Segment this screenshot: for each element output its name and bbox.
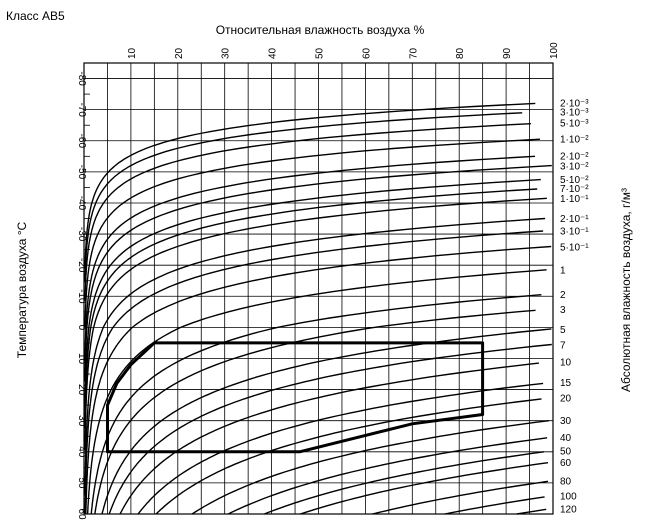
abs-humidity-label: 30: [560, 416, 572, 427]
abs-humidity-label: 50: [560, 447, 572, 458]
x-tick-label: 60: [361, 47, 372, 59]
abs-humidity-curve: [84, 178, 541, 410]
abs-humidity-curve: [516, 508, 547, 515]
abs-humidity-curve: [84, 155, 536, 362]
y-tick-label: 40: [76, 446, 87, 458]
abs-humidity-label: 3·10⁻²: [560, 162, 589, 173]
abs-humidity-label: 3·10⁻³: [560, 107, 589, 118]
abs-humidity-curve: [86, 269, 547, 515]
x-tick-label: 50: [315, 47, 326, 59]
y-tick-label: -80: [76, 71, 87, 86]
y-tick-label: -60: [76, 134, 87, 149]
abs-humidity-curve: [84, 102, 536, 269]
abs-humidity-curve: [84, 123, 531, 301]
abs-humidity-label: 2·10⁻²: [560, 151, 589, 162]
abs-humidity-curve: [84, 112, 523, 283]
y-tick-label: 10: [76, 353, 87, 365]
abs-humidity-label: 15: [560, 378, 572, 389]
abs-humidity-curve: [300, 462, 549, 515]
y-tick-label: -50: [76, 165, 87, 180]
abs-humidity-label: 120: [560, 504, 577, 515]
x-tick-label: 40: [268, 47, 279, 59]
abs-humidity-curve: [101, 328, 552, 515]
abs-humidity-label: 5·10⁻¹: [560, 242, 589, 253]
x-tick-labels: 10 20 30 40 50 60 70 80 90 100: [127, 42, 560, 59]
abs-humidity-curves: [84, 102, 552, 515]
abs-humidity-curve: [119, 362, 539, 515]
abs-humidity-label: 7·10⁻²: [560, 184, 589, 195]
abs-humidity-label: 2·10⁻¹: [560, 214, 589, 225]
abs-humidity-curve: [84, 138, 541, 328]
abs-humidity-curve: [84, 188, 538, 429]
x-tick-label: 10: [127, 47, 138, 59]
y-tick-label: 50: [76, 477, 87, 489]
abs-humidity-label: 10: [560, 358, 572, 369]
abs-humidity-label: 2·10⁻³: [560, 99, 589, 110]
y-tick-label: 30: [76, 415, 87, 427]
abs-humidity-curve: [191, 420, 550, 515]
y-tick-labels: -80 -70 -60 -50 -40 -30 -20 -10 0 10 20 30 40 50 60: [76, 71, 87, 520]
y-tick-label: -10: [76, 289, 87, 304]
y-tick-label: -20: [76, 258, 87, 273]
abs-humidity-label: 7: [560, 340, 566, 351]
abs-humidity-curve: [137, 382, 544, 515]
y-axis-label-right: Абсолютная влажность воздуха, г/м³: [619, 188, 633, 392]
abs-humidity-label: 100: [560, 492, 577, 503]
abs-humidity-label: 80: [560, 477, 572, 488]
abs-humidity-label: 5·10⁻²: [560, 175, 589, 186]
abs-humidity-label: 3: [560, 305, 566, 316]
abs-humidity-label: 1·10⁻¹: [560, 194, 589, 205]
abs-humidity-curve: [94, 309, 536, 515]
x-tick-label: 80: [455, 47, 466, 59]
chart-title: Относительная влажность воздуха %: [216, 23, 425, 37]
x-tick-label: 20: [174, 47, 185, 59]
x-tick-label: 70: [408, 47, 419, 59]
abs-humidity-label: 40: [560, 433, 572, 444]
abs-humidity-curve: [444, 496, 545, 515]
abs-humidity-curve: [84, 164, 552, 382]
abs-humidity-curve: [227, 437, 548, 515]
abs-humidity-label: 60: [560, 458, 572, 469]
y-tick-label: -30: [76, 227, 87, 242]
abs-humidity-label: 5: [560, 325, 566, 336]
abs-humidity-label: 1: [560, 265, 566, 276]
x-tick-label: 100: [549, 42, 560, 59]
x-tick-label: 90: [502, 47, 513, 59]
abs-humidity-curve: [372, 480, 549, 515]
y-tick-label: 60: [76, 508, 87, 520]
x-tick-label: 30: [221, 47, 232, 59]
y-axis-label-left: Температура воздуха °C: [15, 221, 29, 358]
y-tick-label: -40: [76, 196, 87, 211]
y-tick-label: 0: [76, 325, 87, 331]
abs-humidity-curve: [84, 230, 544, 514]
abs-humidity-curve: [85, 245, 552, 514]
abs-humidity-curve: [155, 398, 542, 515]
abs-humidity-curve: [84, 217, 546, 496]
abs-humidity-label: 2: [560, 290, 566, 301]
abs-humidity-label: 1·10⁻²: [560, 135, 589, 146]
abs-humidity-curve: [84, 197, 547, 451]
abs-humidity-label: 3·10⁻¹: [560, 226, 589, 237]
abs-humidity-labels: 2·10⁻³3·10⁻³5·10⁻³ 1·10⁻² 2·10⁻²3·10⁻² 5·10…: [560, 99, 589, 516]
abs-humidity-curve: [90, 294, 542, 515]
climate-envelope-line: [106, 341, 485, 454]
abs-humidity-curve: [264, 451, 545, 515]
abs-humidity-curve: [108, 343, 552, 515]
class-label: Класс AB5: [6, 9, 65, 23]
abs-humidity-label: 5·10⁻³: [560, 119, 589, 130]
y-tick-label: 20: [76, 384, 87, 396]
abs-humidity-label: 20: [560, 394, 572, 405]
y-tick-label: -70: [76, 102, 87, 117]
climate-envelope: [106, 341, 485, 454]
